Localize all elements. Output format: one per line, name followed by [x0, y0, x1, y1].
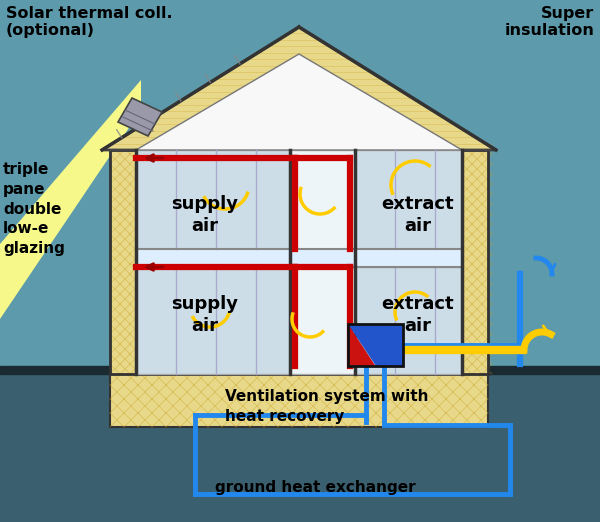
Polygon shape — [102, 27, 496, 150]
Bar — [110, 150, 136, 374]
Bar — [136, 267, 290, 374]
Text: triple
pane
double
low-e
glazing: triple pane double low-e glazing — [3, 162, 65, 256]
Polygon shape — [348, 324, 376, 366]
Text: Ventilation system with
heat recovery: Ventilation system with heat recovery — [225, 389, 428, 424]
Bar — [462, 150, 488, 374]
Bar — [110, 374, 488, 427]
Text: extract
air: extract air — [382, 195, 454, 235]
Text: extract
air: extract air — [382, 295, 454, 335]
Polygon shape — [0, 80, 141, 319]
Text: supply
air: supply air — [172, 295, 239, 335]
Text: supply
air: supply air — [172, 195, 239, 235]
Text: Solar thermal coll.
(optional): Solar thermal coll. (optional) — [6, 6, 173, 39]
Bar — [290, 267, 355, 374]
Text: Super
insulation: Super insulation — [504, 6, 594, 39]
Bar — [136, 249, 462, 267]
Bar — [110, 150, 488, 374]
Polygon shape — [118, 98, 162, 136]
Bar — [290, 150, 355, 249]
Text: ground heat exchanger: ground heat exchanger — [215, 480, 416, 495]
Bar — [355, 267, 462, 374]
Polygon shape — [136, 54, 462, 150]
Bar — [355, 150, 462, 249]
Bar — [136, 150, 462, 374]
Bar — [348, 324, 403, 366]
Polygon shape — [348, 324, 403, 366]
Bar — [136, 150, 290, 249]
